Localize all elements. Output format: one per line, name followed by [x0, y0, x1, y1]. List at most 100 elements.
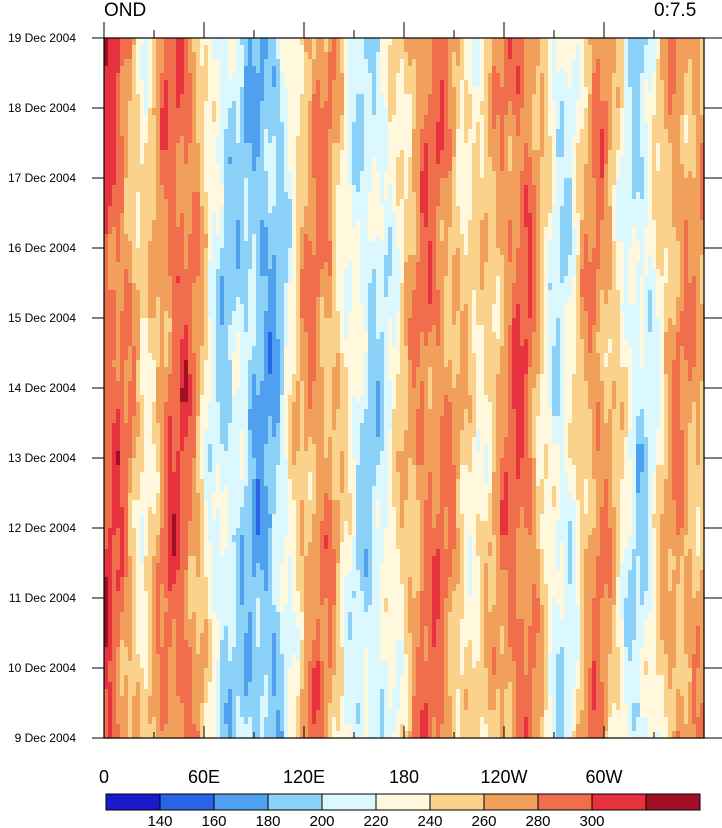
heatmap-cell — [536, 185, 541, 193]
heatmap-cell — [472, 143, 477, 151]
heatmap-cell — [296, 73, 301, 81]
heatmap-cell — [480, 129, 485, 137]
heatmap-cell — [668, 108, 673, 116]
heatmap-cell — [592, 129, 597, 137]
heatmap-cell — [116, 178, 121, 186]
heatmap-cell — [676, 101, 681, 109]
heatmap-cell — [184, 227, 189, 235]
heatmap-cell — [448, 227, 453, 235]
heatmap-cell — [544, 122, 549, 130]
heatmap-cell — [264, 248, 269, 256]
heatmap-cell — [116, 157, 121, 165]
heatmap-cell — [240, 101, 245, 109]
heatmap-cell — [548, 122, 553, 130]
heatmap-cell — [540, 248, 545, 256]
heatmap-cell — [600, 241, 605, 249]
heatmap-cell — [108, 115, 113, 123]
heatmap-cell — [648, 80, 653, 88]
heatmap-cell — [452, 199, 457, 207]
heatmap-cell — [192, 66, 197, 74]
heatmap-cell — [300, 213, 305, 221]
heatmap-cell — [628, 143, 633, 151]
heatmap-cell — [176, 73, 181, 81]
heatmap-cell — [276, 45, 281, 53]
heatmap-cell — [292, 255, 297, 263]
heatmap-cell — [416, 234, 421, 242]
heatmap-cell — [464, 122, 469, 130]
heatmap-cell — [512, 241, 517, 249]
heatmap-cell — [252, 269, 257, 277]
heatmap-cell — [508, 248, 513, 256]
heatmap-cell — [448, 248, 453, 256]
heatmap-cell — [480, 248, 485, 256]
heatmap-cell — [348, 206, 353, 214]
heatmap-cell — [308, 220, 313, 228]
heatmap-cell — [584, 164, 589, 172]
heatmap-cell — [648, 171, 653, 179]
heatmap-cell — [520, 122, 525, 130]
heatmap-cell — [284, 227, 289, 235]
heatmap-cell — [148, 136, 153, 144]
heatmap-cell — [580, 255, 585, 263]
heatmap-cell — [180, 87, 185, 95]
heatmap-cell — [340, 262, 345, 270]
heatmap-cell — [428, 129, 433, 137]
heatmap-cell — [556, 66, 561, 74]
heatmap-cell — [512, 234, 517, 242]
heatmap-cell — [248, 80, 253, 88]
heatmap-cell — [252, 206, 257, 214]
heatmap-cell — [380, 192, 385, 200]
heatmap-cell — [668, 157, 673, 165]
heatmap-cell — [484, 157, 489, 165]
heatmap-cell — [136, 143, 141, 151]
heatmap-cell — [532, 80, 537, 88]
heatmap-cell — [672, 220, 677, 228]
heatmap-cell — [316, 178, 321, 186]
heatmap-cell — [384, 136, 389, 144]
heatmap-cell — [296, 108, 301, 116]
heatmap-cell — [312, 45, 317, 53]
heatmap-cell — [592, 73, 597, 81]
heatmap-cell — [328, 164, 333, 172]
heatmap-cell — [236, 227, 241, 235]
heatmap-cell — [248, 171, 253, 179]
heatmap-cell — [568, 157, 573, 165]
heatmap-cell — [284, 199, 289, 207]
heatmap-cell — [644, 143, 649, 151]
heatmap-cell — [248, 87, 253, 95]
heatmap-cell — [468, 87, 473, 95]
heatmap-cell — [304, 38, 309, 46]
heatmap-cell — [660, 87, 665, 95]
heatmap-cell — [504, 227, 509, 235]
heatmap-cell — [144, 115, 149, 123]
heatmap-cell — [568, 59, 573, 67]
heatmap-cell — [424, 136, 429, 144]
heatmap-cell — [340, 45, 345, 53]
heatmap-cell — [552, 136, 557, 144]
heatmap-cell — [132, 157, 137, 165]
heatmap-cell — [156, 87, 161, 95]
heatmap-cell — [540, 241, 545, 249]
heatmap-cell — [196, 206, 201, 214]
heatmap-cell — [288, 45, 293, 53]
heatmap-cell — [320, 80, 325, 88]
heatmap-cell — [628, 220, 633, 228]
heatmap-cell — [276, 94, 281, 102]
heatmap-cell — [364, 129, 369, 137]
heatmap-cell — [324, 213, 329, 221]
heatmap-cell — [124, 185, 129, 193]
heatmap-cell — [108, 87, 113, 95]
heatmap-cell — [268, 129, 273, 137]
heatmap-cell — [136, 248, 141, 256]
heatmap-cell — [144, 255, 149, 263]
heatmap-cell — [208, 220, 213, 228]
heatmap-cell — [528, 164, 533, 172]
heatmap-cell — [564, 129, 569, 137]
heatmap-cell — [136, 122, 141, 130]
heatmap-cell — [644, 59, 649, 67]
heatmap-cell — [688, 94, 693, 102]
heatmap-cell — [152, 122, 157, 130]
heatmap-cell — [224, 136, 229, 144]
heatmap-cell — [292, 164, 297, 172]
heatmap-cell — [528, 108, 533, 116]
